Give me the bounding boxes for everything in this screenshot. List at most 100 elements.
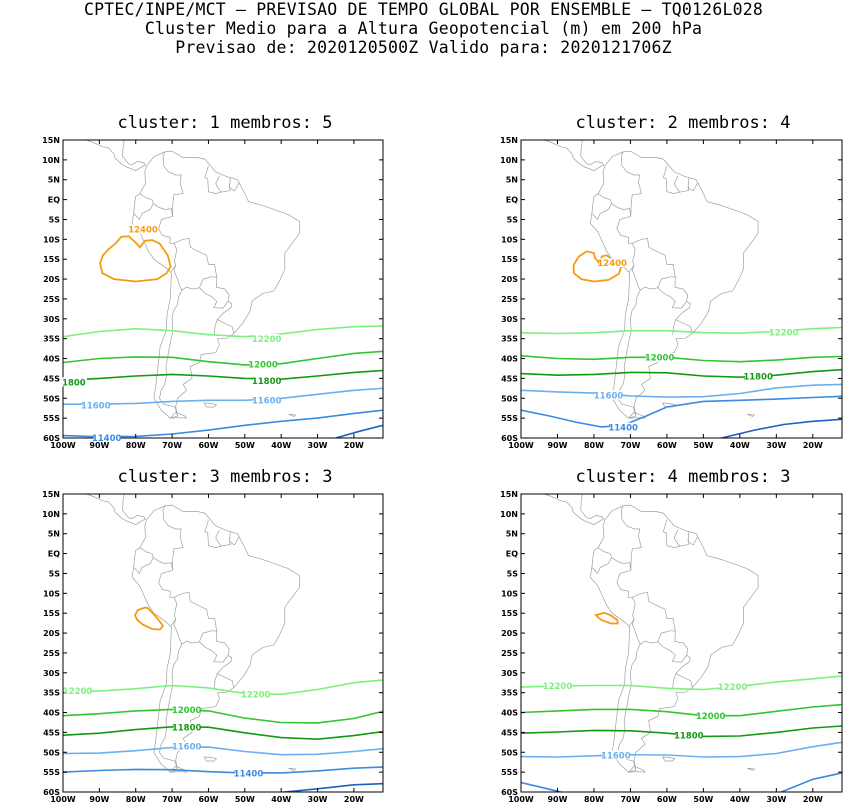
lat-tick-label: 10N xyxy=(42,156,60,165)
panel-frame xyxy=(520,493,843,793)
contour-e xyxy=(521,741,842,758)
contour-f xyxy=(63,766,383,774)
lon-tick-label: 20W xyxy=(803,441,823,450)
country-border xyxy=(153,203,173,217)
country-border xyxy=(616,215,636,273)
lat-tick-label: 45S xyxy=(501,728,518,737)
coastline xyxy=(84,140,147,171)
lat-tick-label: EQ xyxy=(506,196,518,205)
contour-12400 xyxy=(99,235,172,283)
panel-4-plot: 15N 10N 5N EQ 5S 10S 15S 20S 25S 30S 35S 40S 45S 50S 5… xyxy=(500,490,843,803)
panel-1-title: cluster: 1 membros: 5 xyxy=(117,113,333,133)
coastline xyxy=(84,494,147,525)
lat-tick-label: 25S xyxy=(43,649,60,658)
lat-tick-label: 5N xyxy=(48,176,60,185)
lat-tick-label: 40S xyxy=(43,709,60,718)
coastline xyxy=(589,504,759,773)
contour-label-a: 12400 xyxy=(597,259,627,269)
contour-label-d: 11800 xyxy=(743,372,773,382)
lat-tick-label: 10N xyxy=(500,156,518,165)
country-border xyxy=(673,175,690,193)
contour-label-f: 11400 xyxy=(234,769,264,779)
header-line-3: Previsao de: 2020120500Z Valido para: 20… xyxy=(175,38,672,57)
contour-label-b: 12200 xyxy=(63,687,93,697)
lat-tick-label: 25S xyxy=(43,295,60,304)
lat-tick-label: 55S xyxy=(43,768,60,777)
contour-12400 xyxy=(593,611,619,625)
lat-tick-label: 30S xyxy=(43,669,60,678)
country-border xyxy=(199,631,230,663)
coastline xyxy=(661,756,676,762)
contour-d xyxy=(521,368,842,379)
lat-tick-label: 5S xyxy=(507,215,519,224)
contour-label-b2: 12200 xyxy=(718,683,748,693)
contour-label-e: 11600 xyxy=(172,743,202,753)
lat-tick-label: EQ xyxy=(48,196,60,205)
country-border xyxy=(675,301,693,334)
contour-b xyxy=(63,679,383,696)
contour-f2 xyxy=(779,772,842,792)
lon-tick-label: 60W xyxy=(198,795,218,803)
contour-c xyxy=(521,355,842,363)
header-line-1: CPTEC/INPE/MCT – PREVISAO DE TEMPO GLOBA… xyxy=(84,0,763,19)
country-border xyxy=(632,238,676,288)
lat-tick-label: 10N xyxy=(42,510,60,519)
lon-tick-label: 40W xyxy=(730,441,750,450)
contour-label-d: 11800 xyxy=(172,724,202,734)
contour-g xyxy=(281,782,383,792)
lat-tick-label: 60S xyxy=(501,434,518,443)
contour-f xyxy=(521,395,842,428)
lat-tick-label: 50S xyxy=(501,748,518,757)
lat-tick-label: 10S xyxy=(43,235,60,244)
country-border xyxy=(213,673,218,689)
lat-tick-label: 5S xyxy=(49,215,61,224)
lat-tick-label: 15S xyxy=(43,609,60,618)
contour-label-e: 11600 xyxy=(594,391,624,401)
lat-tick-label: 5N xyxy=(506,530,518,539)
lon-tick-label: 80W xyxy=(126,441,146,450)
contour-g xyxy=(335,424,383,438)
lat-tick-label: 15S xyxy=(43,255,60,264)
lat-tick-label: 35S xyxy=(501,689,518,698)
coastline xyxy=(131,504,300,773)
country-border xyxy=(158,215,178,273)
lon-tick-label: 60W xyxy=(657,441,677,450)
country-border xyxy=(173,619,200,645)
country-border xyxy=(229,177,240,192)
lon-tick-label: 100W xyxy=(508,441,534,450)
country-border xyxy=(611,203,632,217)
coastline xyxy=(542,494,605,525)
country-border xyxy=(631,619,658,645)
country-border xyxy=(617,290,641,417)
lat-tick-label: 25S xyxy=(501,295,518,304)
lon-tick-label: 70W xyxy=(162,795,182,803)
lat-tick-label: 20S xyxy=(501,275,518,284)
panel-1-plot: 15N 10N 5N EQ 5S 10S 15S 20S 25S 30S 35S 40S 45S 50S 5… xyxy=(42,126,384,450)
country-border xyxy=(662,519,680,548)
country-border xyxy=(215,529,231,547)
lat-tick-label: 15N xyxy=(500,490,518,499)
lat-tick-label: 35S xyxy=(501,335,518,344)
country-border xyxy=(591,547,612,575)
lat-tick-label: 5S xyxy=(49,569,61,578)
country-border xyxy=(611,557,632,571)
country-border xyxy=(673,529,690,547)
lat-tick-label: 50S xyxy=(501,394,518,403)
country-border xyxy=(591,193,612,221)
lon-tick-label: 90W xyxy=(547,795,567,803)
coastline xyxy=(747,767,756,771)
lon-tick-label: 80W xyxy=(584,795,604,803)
lat-tick-label: 10N xyxy=(500,510,518,519)
country-border xyxy=(620,152,642,217)
lat-tick-label: 5S xyxy=(507,569,519,578)
contour-label-e: 11600 xyxy=(601,751,631,761)
coastline xyxy=(182,126,188,128)
country-border xyxy=(657,277,689,309)
contour-b xyxy=(63,325,383,338)
lon-tick-label: 70W xyxy=(162,441,182,450)
panel-3-title: cluster: 3 membros: 3 xyxy=(117,467,333,487)
contour-label-b: 12200 xyxy=(252,335,282,345)
lat-tick-label: 50S xyxy=(43,394,60,403)
lon-tick-label: 70W xyxy=(620,441,640,450)
lon-tick-label: 30W xyxy=(308,441,328,450)
